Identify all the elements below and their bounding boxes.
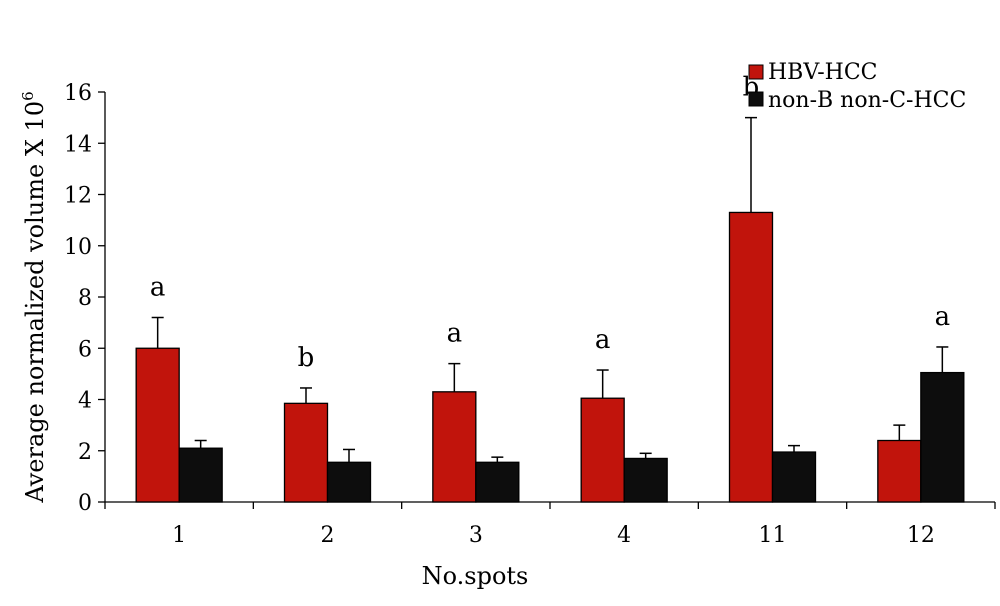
x-tick-label: 3 bbox=[469, 523, 483, 548]
significance-annotations: aba aba bbox=[150, 73, 950, 373]
legend-label-non-b-non-c-hcc: non-B non-C-HCC bbox=[768, 88, 966, 113]
significance-letter: a bbox=[447, 319, 463, 349]
x-tick-label: 2 bbox=[321, 523, 335, 548]
legend-swatch-hbv-hcc bbox=[748, 64, 764, 80]
bar-non-b-non-c-hcc-2 bbox=[326, 461, 372, 503]
bar-hbv-hcc-11 bbox=[728, 211, 774, 503]
bar-hbv-hcc-1 bbox=[135, 347, 180, 503]
bar-non-b-non-c-hcc-12 bbox=[920, 371, 965, 503]
legend-label-hbv-hcc: HBV-HCC bbox=[768, 60, 878, 85]
significance-letter: a bbox=[935, 302, 951, 332]
y-tick-label: 10 bbox=[64, 235, 92, 260]
y-tick-label: 12 bbox=[64, 184, 92, 209]
y-axis-label-superscript: 6 bbox=[19, 91, 37, 101]
x-tick-label: 11 bbox=[759, 523, 787, 548]
x-tick-label: 1 bbox=[172, 523, 186, 548]
bar-hbv-hcc-3 bbox=[432, 391, 477, 503]
bar-non-b-non-c-hcc-1 bbox=[178, 447, 223, 503]
bar-hbv-hcc-2 bbox=[283, 402, 329, 503]
axes bbox=[104, 92, 995, 503]
bar-non-b-non-c-hcc-3 bbox=[475, 461, 520, 503]
legend: HBV-HCC non-B non-C-HCC bbox=[748, 60, 966, 113]
bar-non-b-non-c-hcc-4 bbox=[623, 457, 668, 503]
x-axis-label: No.spots bbox=[422, 562, 529, 590]
y-tick-label: 6 bbox=[78, 337, 92, 362]
x-ticks: 1 2 3 4 11 12 bbox=[104, 502, 996, 548]
y-tick-label: 16 bbox=[64, 81, 92, 106]
bar-hbv-hcc-4 bbox=[580, 397, 625, 503]
bar-non-b-non-c-hcc-11 bbox=[771, 451, 817, 503]
significance-letter: a bbox=[595, 325, 611, 355]
significance-letter: a bbox=[150, 273, 166, 303]
bar-hbv-hcc-12 bbox=[877, 439, 922, 503]
legend-swatch-non-b-non-c-hcc bbox=[748, 91, 764, 107]
y-tick-label: 14 bbox=[64, 132, 92, 157]
y-tick-label: 8 bbox=[78, 286, 92, 311]
y-tick-label: 2 bbox=[78, 440, 92, 465]
x-tick-label: 12 bbox=[907, 523, 935, 548]
bars bbox=[135, 211, 965, 503]
y-ticks: 0 2 4 6 8 10 12 14 16 bbox=[64, 81, 105, 516]
x-tick-label: 4 bbox=[617, 523, 631, 548]
y-tick-label: 4 bbox=[78, 389, 92, 414]
y-axis-label-text: Average normalized volume X 10 bbox=[21, 101, 49, 504]
error-bars bbox=[151, 116, 949, 463]
y-axis-label: Average normalized volume X 106 bbox=[19, 91, 49, 503]
y-tick-label: 0 bbox=[78, 491, 92, 516]
significance-letter: b bbox=[298, 343, 315, 373]
